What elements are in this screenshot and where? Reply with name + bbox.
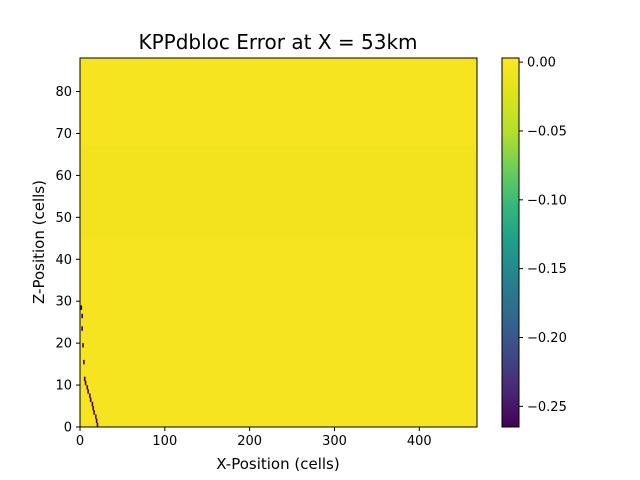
error-cell (95, 418, 98, 424)
error-cell (83, 359, 85, 365)
x-axis-label: X-Position (cells) (216, 455, 339, 473)
error-cell (89, 397, 92, 403)
error-cell (92, 406, 95, 411)
y-axis-label: Z-Position (cells) (30, 180, 48, 304)
heatmap-faint-band (80, 146, 477, 239)
colorbar: 0.00 −0.05 −0.10 −0.15 −0.20 −0.25 (501, 56, 567, 428)
error-cell (93, 410, 95, 415)
y-tick-label: 0 (64, 421, 72, 436)
error-cell (89, 393, 91, 398)
heatmap-plot-area (79, 57, 478, 428)
colorbar-tick-label: 0.00 (527, 56, 556, 71)
error-cell (91, 401, 94, 407)
colorbar-tick-label: −0.10 (527, 193, 567, 208)
y-tick-label: 10 (55, 379, 72, 394)
colorbar-tick-label: −0.25 (527, 400, 567, 415)
error-cell (84, 380, 87, 386)
error-cell (83, 376, 86, 382)
x-tick-label: 400 (407, 434, 432, 449)
colorbar-tick-label: −0.20 (527, 331, 567, 346)
colorbar-tick-label: −0.15 (527, 262, 567, 277)
x-tick-label: 100 (152, 434, 177, 449)
colorbar-gradient (501, 57, 520, 428)
heatmap-background (80, 58, 477, 427)
y-tick-label: 40 (55, 253, 72, 268)
colorbar-tick-label: −0.05 (527, 124, 567, 139)
y-tick-label: 30 (55, 295, 72, 310)
x-tick-label: 300 (322, 434, 347, 449)
plot-frame (79, 57, 478, 428)
error-cell (81, 313, 83, 319)
x-tick-label: 0 (76, 434, 84, 449)
error-cell (94, 414, 97, 419)
chart-title: KPPdbloc Error at X = 53km (138, 30, 417, 54)
y-tick-label: 20 (55, 337, 72, 352)
y-tick-label: 60 (55, 169, 72, 184)
error-cells (80, 305, 99, 428)
error-cell (87, 389, 89, 394)
error-cell (86, 385, 89, 390)
error-cell (96, 422, 99, 428)
colorbar-ticks: 0.00 −0.05 −0.10 −0.15 −0.20 −0.25 (519, 56, 567, 415)
y-tick-label: 50 (55, 211, 72, 226)
x-axis-ticks: 0 100 200 300 400 (76, 427, 432, 449)
error-cell (82, 343, 84, 348)
error-cell (80, 305, 83, 310)
y-tick-label: 70 (55, 127, 72, 142)
error-cell (81, 326, 83, 331)
y-axis-ticks: 0 10 20 30 40 50 60 70 80 (55, 85, 80, 436)
y-tick-label: 80 (55, 85, 72, 100)
x-tick-label: 200 (237, 434, 262, 449)
